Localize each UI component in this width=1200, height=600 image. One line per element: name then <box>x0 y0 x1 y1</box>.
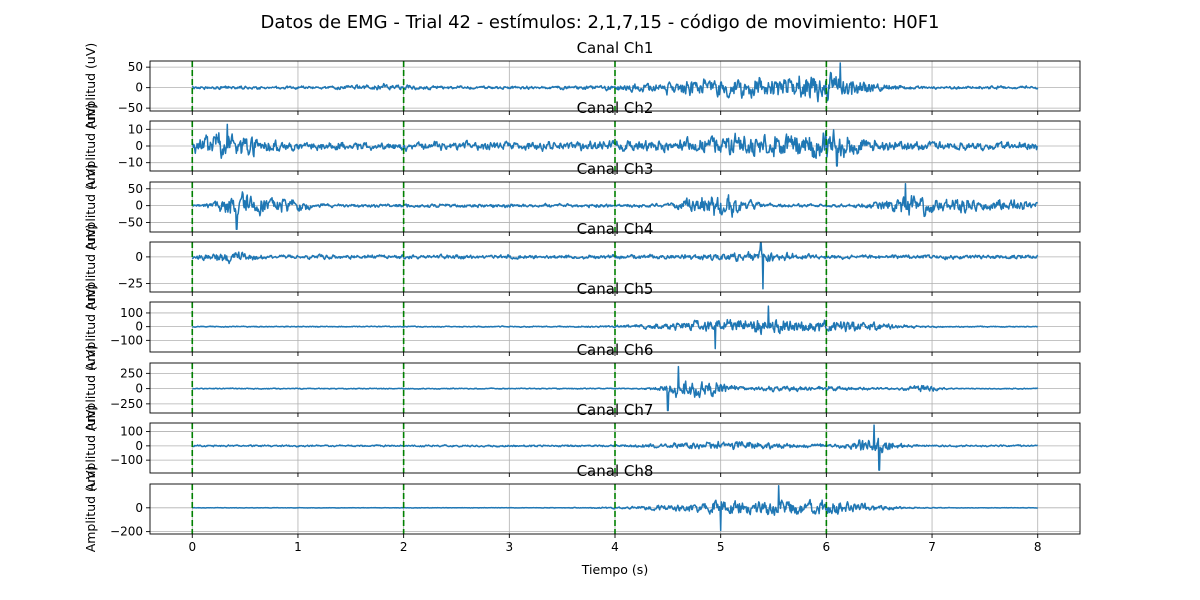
y-axis-label: Amplitud (uV) <box>83 405 98 492</box>
channel-panel-8: −200 0 0 1 2 3 4 5 6 7 8 Canal Ch8 Amplitud (uV) <box>83 462 1081 554</box>
y-tick-label: 0 <box>135 382 143 396</box>
y-tick-label: 50 <box>128 60 143 74</box>
y-axis-label: Amplitud (uV) <box>83 466 98 553</box>
y-tick-label: 0 <box>135 81 143 95</box>
channel-title: Canal Ch6 <box>577 341 654 359</box>
x-tick-label: 7 <box>928 540 936 554</box>
y-tick-label: −50 <box>118 101 143 115</box>
y-axis-label: Amplitud (uV) <box>83 224 98 311</box>
channel-title: Canal Ch5 <box>577 280 654 298</box>
channel-panel-4: −25 0 Canal Ch4 Amplitud (uV) <box>83 220 1081 311</box>
channel-title: Canal Ch7 <box>577 401 654 419</box>
channel-title: Canal Ch1 <box>577 39 654 57</box>
x-tick-label: 1 <box>294 540 302 554</box>
y-axis-label: Amplitud (uV) <box>83 43 98 130</box>
y-tick-label: −50 <box>118 216 143 230</box>
x-axis-label: Tiempo (s) <box>581 562 648 577</box>
y-tick-label: 0 <box>135 320 143 334</box>
channel-title: Canal Ch3 <box>577 160 654 178</box>
y-tick-label: 0 <box>135 139 143 153</box>
y-axis-label: Amplitud (uV) <box>83 164 98 251</box>
y-tick-label: 100 <box>120 306 143 320</box>
x-tick-label: 0 <box>188 540 196 554</box>
y-tick-label: 50 <box>128 182 143 196</box>
channel-panel-3: −50 0 50 Canal Ch3 Amplitud (uV) <box>83 160 1081 251</box>
x-tick-label: 3 <box>505 540 513 554</box>
y-axis-label: Amplitud (uV) <box>83 103 98 190</box>
emg-trace <box>192 485 1038 532</box>
emg-trace <box>192 365 1039 412</box>
y-tick-label: 0 <box>135 250 143 264</box>
x-tick-label: 6 <box>823 540 831 554</box>
y-tick-label: −10 <box>118 156 143 170</box>
y-tick-label: 10 <box>128 122 143 136</box>
channel-title: Canal Ch8 <box>577 462 654 480</box>
y-axis-label: Amplitud (uV) <box>83 284 98 371</box>
y-tick-label: −200 <box>110 525 143 539</box>
y-tick-label: −100 <box>110 453 143 467</box>
emg-trace <box>191 242 1039 290</box>
y-tick-label: 0 <box>135 501 143 515</box>
y-tick-label: −25 <box>118 276 143 290</box>
channel-panel-1: −50 0 50 Canal Ch1 Amplitud (uV) <box>83 39 1081 130</box>
y-tick-label: −250 <box>110 397 143 411</box>
x-tick-label: 5 <box>717 540 725 554</box>
emg-trace <box>192 305 1038 350</box>
y-tick-label: 250 <box>120 366 143 380</box>
channel-panel-2: −10 0 10 Canal Ch2 Amplitud (uV) <box>83 99 1081 190</box>
figure-title: Datos de EMG - Trial 42 - estímulos: 2,1… <box>261 12 940 33</box>
y-tick-label: 100 <box>120 425 143 439</box>
channel-title: Canal Ch2 <box>577 99 654 117</box>
y-tick-label: 0 <box>135 439 143 453</box>
x-tick-label: 2 <box>400 540 408 554</box>
x-tick-label: 4 <box>611 540 619 554</box>
x-tick-label: 8 <box>1034 540 1042 554</box>
y-tick-label: −100 <box>110 333 143 347</box>
y-tick-label: 0 <box>135 199 143 213</box>
channel-title: Canal Ch4 <box>577 220 654 238</box>
y-axis-label: Amplitud (uV) <box>83 345 98 432</box>
